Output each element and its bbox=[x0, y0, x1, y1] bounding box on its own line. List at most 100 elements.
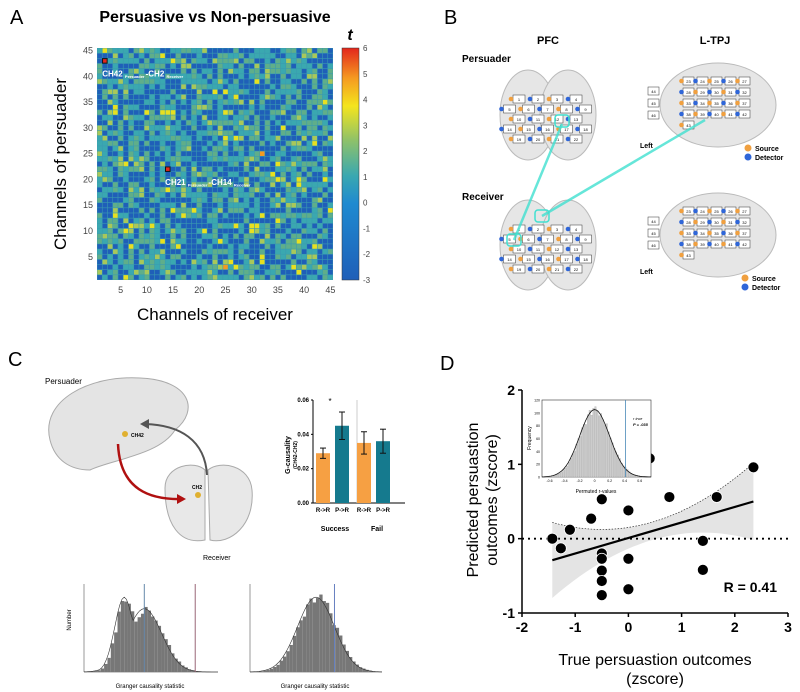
heatmap-cell bbox=[175, 259, 181, 265]
heatmap-cell bbox=[317, 151, 323, 156]
heatmap-cell bbox=[275, 192, 281, 198]
optode-dot bbox=[565, 226, 571, 232]
heatmap-cell bbox=[254, 79, 260, 84]
heatmap-cell bbox=[97, 110, 102, 115]
x-tick-label: 40 bbox=[299, 285, 309, 295]
heatmap-cell bbox=[244, 105, 249, 110]
heatmap-cell bbox=[244, 275, 249, 280]
heatmap-cell bbox=[118, 63, 123, 69]
heatmap-cell bbox=[160, 218, 165, 223]
heatmap-cell bbox=[175, 244, 181, 249]
heatmap-cell bbox=[259, 177, 265, 182]
inset-x-tick: -0.2 bbox=[577, 479, 583, 483]
heatmap-cell bbox=[207, 182, 213, 187]
heatmap-cell bbox=[223, 228, 228, 234]
heatmap-cell bbox=[286, 84, 291, 89]
channel-number: 31 bbox=[728, 90, 733, 95]
heatmap-cell bbox=[123, 233, 129, 239]
inset-y-tick: 0 bbox=[538, 476, 540, 480]
heatmap-cell bbox=[107, 120, 113, 126]
heatmap-cell bbox=[102, 141, 108, 146]
heatmap-cell bbox=[128, 53, 134, 59]
heatmap-cell bbox=[102, 223, 108, 229]
histogram-left bbox=[83, 584, 218, 673]
heatmap-cell bbox=[202, 254, 207, 260]
heatmap-cell bbox=[107, 156, 113, 162]
heatmap-cell bbox=[170, 74, 176, 79]
heatmap-cell bbox=[118, 182, 123, 187]
heatmap-cell bbox=[181, 135, 186, 141]
heatmap-cell bbox=[134, 239, 139, 244]
heatmap-cell bbox=[322, 192, 328, 198]
heatmap-cell bbox=[265, 63, 270, 69]
heatmap-cell bbox=[113, 187, 118, 193]
heatmap-cell bbox=[223, 275, 228, 280]
heatmap-cell bbox=[322, 135, 328, 141]
heatmap-cell bbox=[181, 223, 186, 229]
heatmap-cell bbox=[286, 177, 291, 182]
heatmap-cell bbox=[312, 202, 317, 208]
heatmap-cell bbox=[286, 115, 291, 120]
inset-bar bbox=[592, 408, 595, 478]
heatmap-cell bbox=[165, 239, 171, 244]
heatmap-cell bbox=[254, 135, 260, 141]
channel-number: 27 bbox=[742, 209, 747, 214]
heatmap-cell bbox=[328, 223, 333, 229]
heatmap-cell bbox=[134, 79, 139, 84]
optode-dot bbox=[735, 241, 740, 247]
histogram-bar bbox=[296, 627, 300, 672]
heatmap-cell bbox=[301, 192, 307, 198]
heatmap-cell bbox=[286, 99, 291, 105]
heatmap-cell bbox=[144, 166, 150, 172]
heatmap-cell bbox=[275, 172, 281, 177]
heatmap-cell bbox=[228, 89, 234, 95]
heatmap-cell bbox=[223, 192, 228, 198]
heatmap-cell bbox=[212, 110, 218, 115]
heatmap-cell bbox=[181, 48, 186, 53]
heatmap-cell bbox=[301, 182, 307, 187]
heatmap-cell bbox=[223, 208, 228, 213]
heatmap-cell bbox=[265, 275, 270, 280]
heatmap-cell bbox=[139, 275, 144, 280]
heatmap-cell bbox=[113, 68, 118, 74]
heatmap-cell bbox=[286, 94, 291, 100]
heatmap-cell bbox=[139, 53, 144, 59]
heatmap-cell bbox=[259, 53, 265, 59]
heatmap-cell bbox=[165, 269, 171, 275]
channel-number: 34 bbox=[700, 101, 705, 106]
heatmap-cell bbox=[312, 218, 317, 223]
pfc-label: PFC bbox=[537, 35, 559, 47]
heatmap-cell bbox=[291, 130, 296, 136]
heatmap-cell bbox=[317, 53, 323, 59]
heatmap-cell bbox=[291, 120, 296, 126]
heatmap-cell bbox=[186, 161, 192, 167]
heatmap-cell bbox=[270, 233, 276, 239]
heatmap-cell bbox=[170, 105, 176, 110]
heatmap-cell bbox=[170, 156, 176, 162]
heatmap-cell bbox=[175, 197, 181, 203]
heatmap-cell bbox=[238, 156, 244, 162]
heatmap-cell bbox=[217, 244, 223, 249]
heatmap-cell bbox=[196, 110, 202, 115]
heatmap-cell bbox=[280, 259, 286, 265]
heatmap-cell bbox=[259, 259, 265, 265]
inset-bar bbox=[598, 415, 601, 478]
heatmap-cell bbox=[280, 249, 286, 254]
histogram-bar bbox=[329, 613, 333, 672]
heatmap-cell bbox=[322, 187, 328, 193]
heatmap-cell bbox=[170, 141, 176, 146]
heatmap-cell bbox=[139, 151, 144, 156]
heatmap-cell bbox=[233, 233, 239, 239]
heatmap-cell bbox=[154, 249, 160, 254]
optode-dot bbox=[693, 241, 698, 247]
heatmap-cell bbox=[128, 84, 134, 89]
colorbar-label: t bbox=[347, 27, 353, 44]
heatmap-cell bbox=[128, 228, 134, 234]
heatmap-cell bbox=[175, 249, 181, 254]
heatmap-cell bbox=[107, 63, 113, 69]
heatmap-cell bbox=[228, 249, 234, 254]
heatmap-cell bbox=[275, 202, 281, 208]
source-legend-icon-2 bbox=[741, 274, 749, 282]
heatmap-cell bbox=[312, 151, 317, 156]
heatmap-cell bbox=[280, 48, 286, 53]
